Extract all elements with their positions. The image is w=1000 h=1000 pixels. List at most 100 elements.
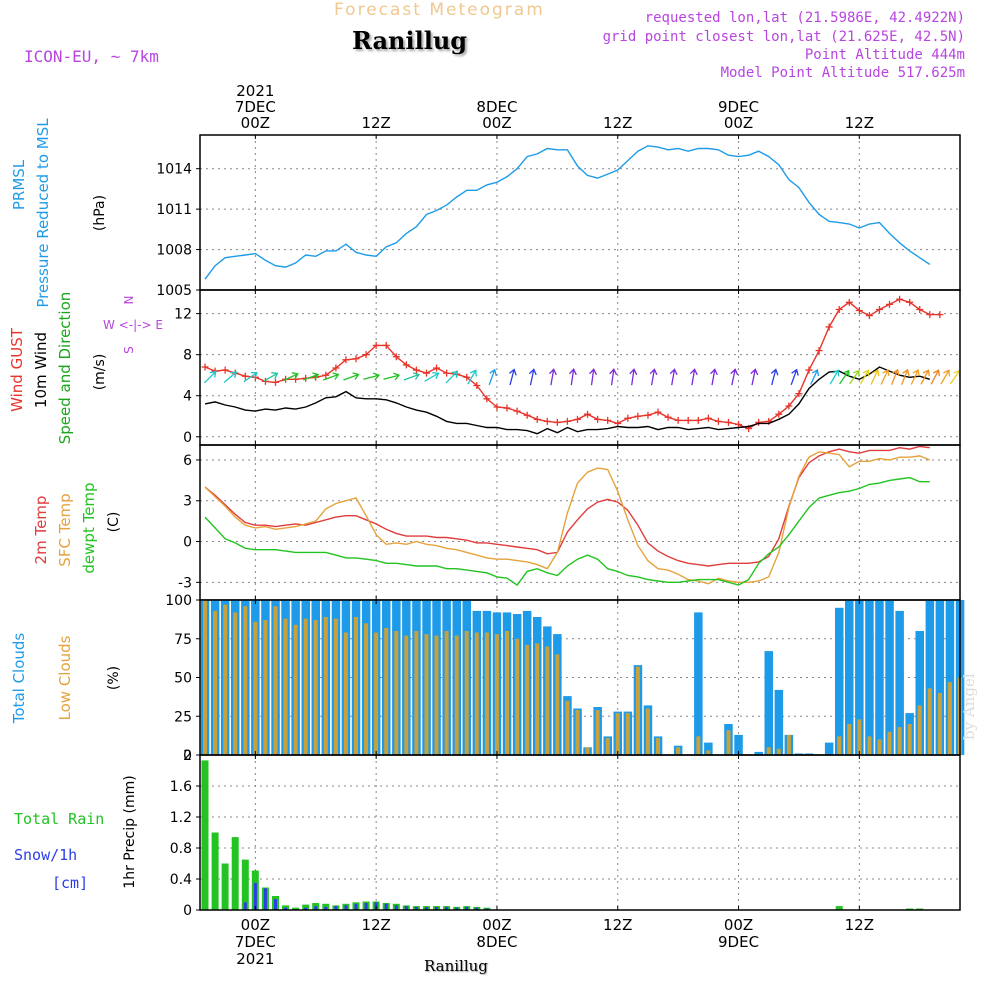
bar-total-clouds <box>754 751 763 755</box>
bar-low-clouds <box>585 747 590 756</box>
bar-low-clouds <box>625 713 630 755</box>
label-speed-direction: Speed and Direction <box>56 292 74 445</box>
gust-marker <box>936 311 944 319</box>
y-tick-label: 1011 <box>156 202 192 218</box>
y-tick-label: 75 <box>174 632 192 648</box>
label-total-clouds: Total Clouds <box>10 633 28 725</box>
bar-total-clouds <box>895 610 904 755</box>
bar-total-clouds <box>845 600 854 755</box>
bar-low-clouds <box>333 618 338 755</box>
gust-marker <box>694 416 702 424</box>
gust-marker <box>483 395 491 403</box>
info-model-altitude: Model Point Altitude 517.625m <box>720 65 965 81</box>
bar-rain <box>292 907 300 910</box>
time-label-bottom: 00Z <box>482 916 511 934</box>
wind-direction-arrow <box>689 368 698 386</box>
bar-total-clouds <box>945 600 955 755</box>
wind-direction-arrow <box>629 368 638 386</box>
bar-low-clouds <box>424 634 429 755</box>
bar-total-clouds <box>704 742 713 755</box>
label-total-rain: Total Rain <box>14 810 104 828</box>
bar-rain <box>201 760 209 910</box>
bar-rain <box>241 859 249 910</box>
bar-low-clouds <box>464 631 469 755</box>
bar-total-clouds <box>855 600 864 755</box>
precipitation-panel: 0 0.4 0.8 1.2 1.6 2 <box>170 748 961 919</box>
gust-marker <box>221 366 229 374</box>
bar-snow <box>274 899 277 910</box>
bar-low-clouds <box>293 624 298 755</box>
info-grid-point: grid point closest lon,lat (21.625E, 42.… <box>602 29 965 45</box>
gust-marker <box>664 413 672 421</box>
gust-marker <box>362 351 370 359</box>
gust-marker <box>473 381 481 389</box>
bar-total-clouds <box>875 600 884 755</box>
label-low-clouds: Low Clouds <box>56 635 74 720</box>
panel-frame <box>199 134 961 291</box>
wind-direction-arrow <box>900 368 910 385</box>
bar-low-clouds <box>515 638 520 756</box>
time-label-top: 00Z <box>241 114 270 132</box>
wind-direction-arrow <box>508 368 517 386</box>
y-tick-label: 0.8 <box>170 841 192 857</box>
wind-direction-arrow <box>750 368 759 386</box>
time-label-top: 00Z <box>724 114 753 132</box>
gust-marker <box>322 371 330 379</box>
bar-low-clouds <box>414 631 419 755</box>
bar-low-clouds <box>917 705 922 755</box>
bar-total-clouds <box>774 689 784 755</box>
bar-low-clouds <box>303 618 308 755</box>
gust-marker <box>724 418 732 426</box>
bar-low-clouds <box>535 643 540 755</box>
wind-direction-arrow <box>870 368 880 385</box>
bar-low-clouds <box>233 612 238 755</box>
bar-snow <box>284 907 288 910</box>
bar-snow <box>475 907 479 910</box>
model-label: ICON-EU, ~ 7km <box>24 47 159 66</box>
bar-low-clouds <box>545 646 550 755</box>
series-line-prmsl <box>204 145 931 280</box>
bar-snow <box>314 906 318 910</box>
bar-low-clouds <box>676 747 681 756</box>
bar-snow <box>455 907 459 910</box>
wind-direction-arrow <box>243 372 258 383</box>
y-tick-label: 0 <box>183 903 192 919</box>
bar-low-clouds <box>766 747 771 756</box>
info-point-altitude: Point Altitude 444m <box>804 47 965 63</box>
gust-marker <box>382 341 390 349</box>
gust-marker <box>573 415 581 423</box>
wind-direction-arrow <box>839 369 850 385</box>
bar-low-clouds <box>404 635 409 755</box>
wind-direction-arrow <box>467 369 477 385</box>
bar-total-clouds <box>824 742 834 755</box>
y-tick-label: 3 <box>183 494 192 510</box>
gust-marker <box>443 369 451 377</box>
bar-total-clouds <box>865 600 874 755</box>
bar-low-clouds <box>645 708 650 755</box>
compass-south: S <box>122 346 136 354</box>
bar-low-clouds <box>927 688 932 755</box>
bar-snow <box>384 903 388 910</box>
wind-direction-arrow <box>589 368 598 386</box>
bar-total-clouds <box>885 600 894 755</box>
bar-low-clouds <box>203 600 207 755</box>
label-ms: (m/s) <box>92 354 108 391</box>
label-prmsl: PRMSL <box>10 159 28 210</box>
gust-marker <box>352 355 360 363</box>
compass-rose: N W <-|-> E S <box>103 296 163 354</box>
time-label-top: 9DEC <box>718 98 759 116</box>
gust-marker <box>271 378 279 386</box>
time-label-bottom: 2021 <box>236 950 274 968</box>
gust-marker <box>402 361 410 369</box>
gust-marker <box>523 411 531 419</box>
bar-total-clouds <box>925 600 935 755</box>
wind-direction-arrow <box>203 370 217 384</box>
bar-total-clouds <box>694 612 703 755</box>
super-title: Forecast Meteogram <box>334 0 545 20</box>
wind-direction-arrow <box>528 368 537 386</box>
gust-marker <box>775 410 783 418</box>
footer-location: Ranillug <box>424 957 488 975</box>
gust-marker <box>412 366 420 374</box>
gust-marker <box>886 300 894 308</box>
